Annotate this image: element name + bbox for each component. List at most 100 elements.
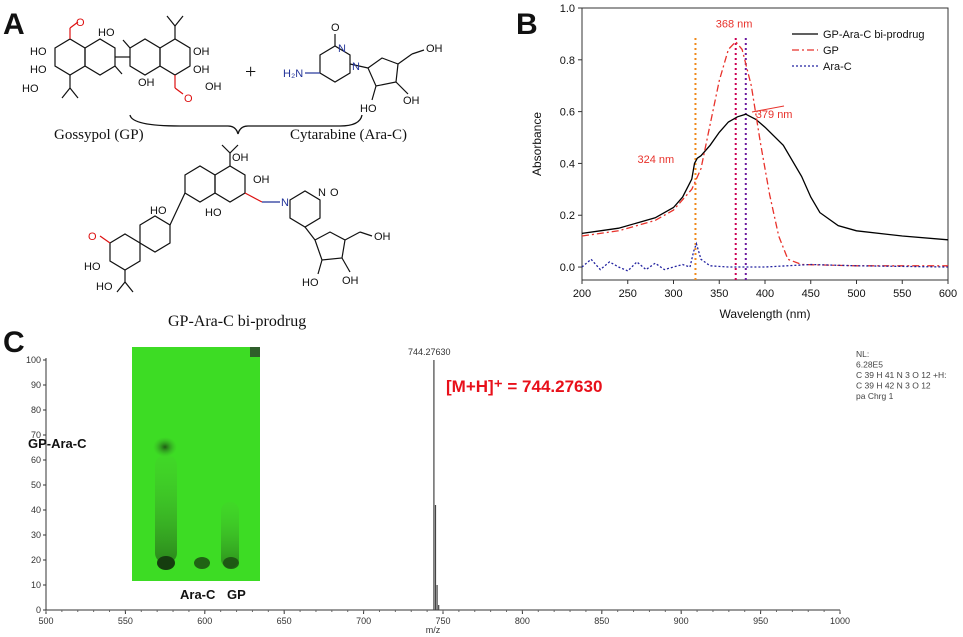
ms-y-tick-label: 60 (31, 455, 41, 465)
uv-y-tick-label: 0.8 (560, 55, 575, 67)
atom-label: HO (30, 64, 47, 76)
ms-x-tick-label: 750 (435, 616, 450, 626)
bi-prodrug-atom-labels: OH OH HO HO N N O O HO HO OH OH HO (84, 152, 391, 293)
uv-y-tick-label: 0.2 (560, 210, 575, 222)
panel-a-letter: A (3, 8, 25, 41)
ms-x-tick-label: 900 (674, 616, 689, 626)
ms-y-tick-label: 0 (36, 605, 41, 615)
atom-label: OH (374, 231, 391, 243)
uv-y-axis-label: Absorbance (530, 112, 544, 176)
uv-legend-label: Ara-C (823, 61, 852, 73)
uv-legend-label: GP (823, 45, 839, 57)
atom-label: N (318, 187, 326, 199)
ms-y-tick-label: 10 (31, 580, 41, 590)
uv-x-axis-label: Wavelength (nm) (720, 307, 811, 321)
uv-x-tick-label: 400 (756, 288, 774, 300)
bi-prodrug-label: GP-Ara-C bi-prodrug (168, 313, 306, 330)
panel-a: A HO (3, 8, 443, 330)
panel-b-letter: B (516, 8, 538, 41)
cytarabine-label: Cytarabine (Ara-C) (290, 127, 407, 143)
ms-info-line: NL: (856, 349, 869, 359)
ms-y-tick-label: 90 (31, 380, 41, 390)
uv-y-tick-label: 0.4 (560, 158, 575, 170)
ms-y-tick-label: 20 (31, 555, 41, 565)
tlc-label-gp: GP (227, 587, 246, 602)
atom-label: O (88, 231, 97, 243)
uv-series-line (581, 40, 948, 267)
gossypol-label: Gossypol (GP) (54, 127, 144, 143)
atom-label: O (184, 93, 193, 105)
uv-legend-label: GP-Ara-C bi-prodrug (823, 29, 924, 41)
uv-x-tick-label: 250 (619, 288, 637, 300)
panel-c: C 500 550 600 650 700 750 800 850 900 950 1000 0 10 2… (3, 326, 946, 635)
atom-label: HO (360, 103, 377, 115)
tlc-origin-gp (223, 557, 239, 569)
reaction-brace (129, 114, 363, 135)
uv-annotation: 368 nm (716, 19, 753, 31)
atom-label: OH (193, 46, 210, 58)
uv-axis-ticks: 200 250 300 350 400 450 500 550 600 0.0 0.2 0.4 0.6 0… (560, 3, 957, 300)
uv-x-tick-label: 550 (893, 288, 911, 300)
atom-label: OH (403, 95, 420, 107)
tlc-origin-ara-c (194, 557, 210, 569)
uv-x-tick-label: 600 (939, 288, 957, 300)
uv-x-tick-label: 500 (847, 288, 865, 300)
uv-y-tick-label: 1.0 (560, 3, 575, 15)
ms-formula-annotation: [M+H]⁺ = 744.27630 (446, 377, 602, 396)
atom-label: HO (96, 281, 113, 293)
atom-label: OH (193, 64, 210, 76)
ms-peak-label: 744.27630 (408, 347, 451, 357)
tlc-plate-background (132, 347, 260, 581)
ms-axis-ticks: 500 550 600 650 700 750 800 850 900 950 1000 0 10 20 3… (26, 355, 850, 626)
uv-y-tick-label: 0.6 (560, 107, 575, 119)
atom-label: HO (22, 83, 39, 95)
panel-b: B 200 250 300 350 400 450 500 550 600 0.0 0.2 0.4 0.… (516, 3, 957, 321)
uv-plot-frame (581, 7, 949, 281)
ms-x-tick-label: 800 (515, 616, 530, 626)
ms-y-tick-label: 50 (31, 480, 41, 490)
ms-x-tick-label: 850 (594, 616, 609, 626)
atom-label: N (352, 61, 360, 73)
ms-y-tick-label: 70 (31, 430, 41, 440)
ms-x-tick-label: 500 (38, 616, 53, 626)
uv-annotation: 379 nm (756, 109, 793, 121)
atom-label: OH (253, 174, 270, 186)
panel-c-letter: C (3, 326, 25, 359)
uv-legend: GP-Ara-C bi-prodrug GP Ara-C (792, 29, 924, 73)
atom-label: OH (426, 43, 443, 55)
atom-label: OH (342, 275, 359, 287)
tlc-label-ara-c: Ara-C (180, 587, 216, 602)
cytarabine-structure (305, 34, 425, 101)
cytarabine-atom-labels: O N N H₂N OH OH HO (283, 22, 443, 115)
ms-y-tick-label: 100 (26, 355, 41, 365)
ms-x-tick-label: 600 (197, 616, 212, 626)
atom-label: HO (205, 207, 222, 219)
atom-label: N (338, 43, 346, 55)
uv-x-tick-label: 450 (802, 288, 820, 300)
annotation-arrow (751, 105, 785, 113)
tlc-origin-gp-ara-c (157, 556, 175, 570)
ms-peaks (433, 360, 440, 610)
ms-info-line: C 39 H 42 N 3 O 12 (856, 381, 931, 391)
tlc-streak-gp-ara-c (155, 455, 177, 563)
uv-x-tick-label: 350 (710, 288, 728, 300)
plus-sign: + (245, 61, 256, 83)
uv-y-tick-label: 0.0 (560, 262, 575, 274)
uv-series (581, 40, 949, 272)
ms-y-tick-label: 80 (31, 405, 41, 415)
atom-label: HO (150, 205, 167, 217)
atom-label: O (331, 22, 340, 34)
atom-label: HO (30, 46, 47, 58)
uv-x-tick-label: 300 (664, 288, 682, 300)
ms-y-tick-label: 40 (31, 505, 41, 515)
ms-x-tick-label: 700 (356, 616, 371, 626)
atom-label: N (281, 197, 289, 209)
ms-x-tick-label: 1000 (830, 616, 850, 626)
uv-annotation: 324 nm (637, 154, 674, 166)
atom-label: OH (138, 77, 155, 89)
atom-label: O (330, 187, 339, 199)
ms-x-axis-label: m/z (426, 625, 441, 635)
bi-prodrug-structure (99, 144, 373, 293)
